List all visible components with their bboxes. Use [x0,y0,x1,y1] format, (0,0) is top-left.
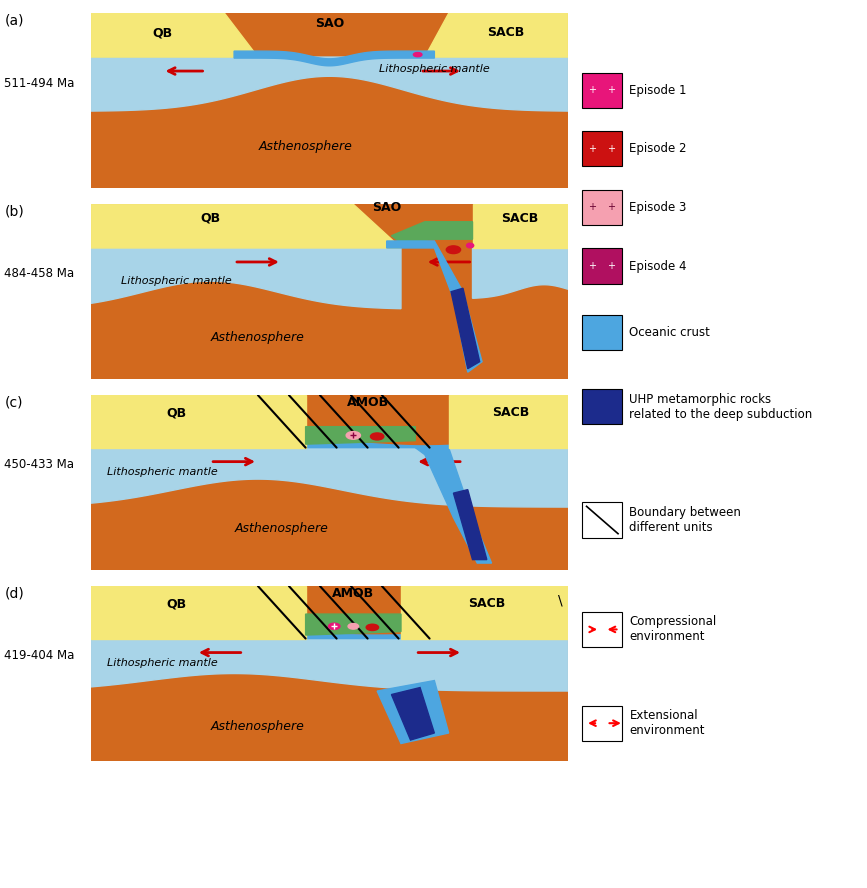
Text: Lithospheric mantle: Lithospheric mantle [108,658,218,668]
Polygon shape [91,586,306,638]
Polygon shape [377,680,449,743]
Polygon shape [91,204,401,248]
Bar [583,190,623,225]
Text: +: + [607,85,615,95]
Bar [583,73,623,107]
Text: Episode 4: Episode 4 [629,259,687,273]
Text: Asthenosphere: Asthenosphere [235,521,329,535]
Polygon shape [91,395,568,570]
Polygon shape [306,426,415,444]
Polygon shape [91,76,568,188]
Text: +: + [589,261,596,271]
Ellipse shape [348,623,359,629]
Text: 450-433 Ma: 450-433 Ma [4,458,75,472]
Text: Asthenosphere: Asthenosphere [258,139,353,153]
Polygon shape [91,57,568,111]
Ellipse shape [447,246,460,254]
Text: SACB: SACB [502,211,538,225]
Polygon shape [387,241,482,372]
Text: (a): (a) [4,13,23,28]
Bar [583,249,623,283]
Text: +: + [607,261,615,271]
Text: 419-404 Ma: 419-404 Ma [4,649,75,662]
Ellipse shape [414,52,422,57]
Text: Oceanic crust: Oceanic crust [629,326,710,339]
Text: SACB: SACB [492,406,529,419]
Polygon shape [451,289,479,369]
Text: SAO: SAO [372,202,401,214]
Polygon shape [91,448,568,507]
Text: Lithospheric mantle: Lithospheric mantle [108,467,218,477]
Text: Asthenosphere: Asthenosphere [211,719,305,733]
Text: 484-458 Ma: 484-458 Ma [4,267,75,281]
Polygon shape [473,204,568,248]
Polygon shape [415,448,492,563]
Bar [583,315,623,350]
Text: Asthenosphere: Asthenosphere [211,330,305,344]
Polygon shape [473,248,568,298]
Text: SACB: SACB [487,26,525,39]
Polygon shape [91,248,401,309]
Polygon shape [234,52,434,66]
Text: +: + [607,202,615,212]
Polygon shape [401,586,568,638]
Polygon shape [91,204,568,379]
Polygon shape [91,395,306,448]
Text: (b): (b) [4,204,24,218]
Text: Episode 3: Episode 3 [629,201,687,214]
Text: +: + [589,202,596,212]
Bar [583,706,623,741]
Bar [583,389,623,424]
Text: \: \ [558,593,563,607]
Text: Compressional
environment: Compressional environment [629,615,717,644]
Text: AMOB: AMOB [332,587,375,599]
Text: +: + [607,144,615,154]
Text: QB: QB [166,597,187,610]
Polygon shape [449,395,568,448]
Polygon shape [453,489,487,559]
Polygon shape [425,13,568,57]
Text: Episode 2: Episode 2 [629,142,687,155]
Text: AMOB: AMOB [347,396,388,408]
Ellipse shape [346,432,361,440]
Text: SACB: SACB [468,597,505,610]
Text: Boundary between
different units: Boundary between different units [629,506,741,534]
Ellipse shape [370,433,384,440]
Ellipse shape [466,243,473,248]
Text: Episode 1: Episode 1 [629,83,687,97]
Bar [583,612,623,647]
Bar [583,503,623,537]
Text: QB: QB [200,211,220,225]
Text: Extensional
environment: Extensional environment [629,710,705,737]
Text: (c): (c) [4,395,23,409]
Polygon shape [258,631,568,638]
Text: QB: QB [166,406,187,419]
Polygon shape [306,614,401,635]
Polygon shape [392,222,473,242]
Text: SAO: SAO [315,18,344,30]
Text: Lithospheric mantle: Lithospheric mantle [379,64,490,74]
Polygon shape [91,586,568,761]
Text: Lithospheric mantle: Lithospheric mantle [121,276,232,286]
Polygon shape [91,13,568,188]
Text: QB: QB [153,26,173,39]
Polygon shape [91,13,258,57]
Bar [583,131,623,166]
Text: +: + [589,85,596,95]
Polygon shape [306,441,544,448]
Polygon shape [392,687,434,740]
Ellipse shape [329,623,340,630]
Polygon shape [91,638,568,691]
Text: 511-494 Ma: 511-494 Ma [4,76,75,90]
Text: UHP metamorphic rocks
related to the deep subduction: UHP metamorphic rocks related to the dee… [629,392,812,421]
Ellipse shape [366,624,379,630]
Text: +: + [589,144,596,154]
Text: (d): (d) [4,586,24,600]
